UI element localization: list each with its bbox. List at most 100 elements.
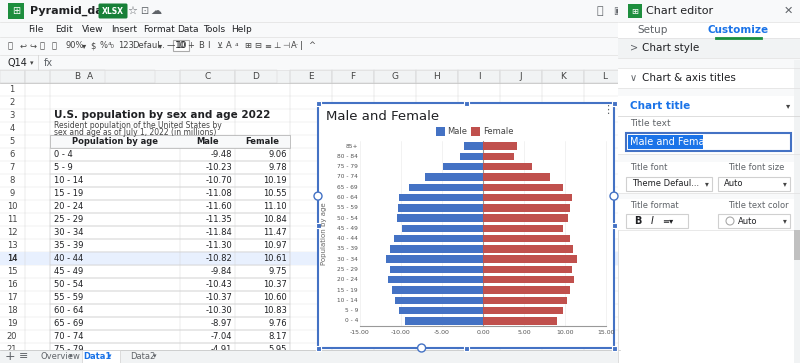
Text: 3: 3 (10, 111, 14, 120)
Text: Title format: Title format (630, 200, 678, 209)
Text: 5 - 9: 5 - 9 (345, 308, 358, 313)
Text: 35 - 39: 35 - 39 (337, 246, 358, 252)
Text: 60 - 64: 60 - 64 (338, 195, 358, 200)
Text: sex and age as of July 1, 2022 (in millions): sex and age as of July 1, 2022 (in milli… (54, 128, 216, 137)
Text: Title font size: Title font size (728, 163, 784, 172)
Text: 15: 15 (6, 267, 18, 276)
Text: -11.84: -11.84 (206, 228, 232, 237)
Text: 15 - 19: 15 - 19 (338, 287, 358, 293)
Bar (416, 70, 458, 83)
Bar (626, 70, 668, 83)
Text: -9.48: -9.48 (210, 150, 232, 159)
Text: Overview: Overview (40, 352, 80, 361)
Bar (410, 184, 483, 191)
Bar (0, 70, 25, 83)
Bar (483, 317, 558, 325)
Text: 14: 14 (6, 254, 18, 263)
Text: 50 - 54: 50 - 54 (337, 216, 358, 221)
Text: 75 - 79: 75 - 79 (54, 345, 83, 354)
Text: ▾: ▾ (158, 41, 162, 50)
Text: 9.75: 9.75 (269, 267, 287, 276)
Bar (794, 60, 800, 363)
Text: -11.60: -11.60 (206, 202, 232, 211)
Text: |: | (300, 41, 303, 50)
Text: 10.60: 10.60 (263, 293, 287, 302)
Text: ↪: ↪ (30, 41, 37, 50)
Text: ⊞: ⊞ (631, 7, 638, 16)
Text: File: File (28, 25, 43, 34)
Bar (290, 70, 332, 83)
Text: 75 - 79: 75 - 79 (337, 164, 358, 169)
Text: 50 - 54: 50 - 54 (54, 280, 83, 289)
Text: ☆: ☆ (127, 6, 137, 16)
Text: 55 - 59: 55 - 59 (54, 293, 83, 302)
Text: ▣: ▣ (614, 6, 622, 16)
Bar (618, 154, 800, 162)
Bar (628, 4, 642, 18)
Bar (618, 68, 800, 88)
Text: K: K (560, 72, 566, 81)
Bar (618, 130, 800, 154)
Bar (471, 127, 480, 136)
Text: ≡: ≡ (19, 351, 29, 362)
Circle shape (314, 192, 322, 200)
Text: ≡▾: ≡▾ (662, 216, 674, 225)
Text: ⊟: ⊟ (254, 41, 261, 50)
Text: Title text color: Title text color (728, 200, 789, 209)
Text: 10 - 14: 10 - 14 (338, 298, 358, 303)
Text: 11.10: 11.10 (263, 202, 287, 211)
Bar (0, 0, 800, 22)
Text: L: L (602, 72, 607, 81)
Text: 15 - 19: 15 - 19 (54, 189, 83, 198)
Bar (82, 350, 120, 363)
Bar (402, 225, 483, 232)
Text: Chart title: Chart title (630, 101, 690, 111)
Text: 3.83: 3.83 (268, 358, 287, 363)
Bar (398, 204, 483, 212)
Text: Auto: Auto (738, 216, 758, 225)
FancyBboxPatch shape (98, 4, 127, 19)
Bar (50, 213, 290, 226)
Text: 123: 123 (118, 41, 134, 50)
Bar (483, 266, 572, 273)
Text: ⊥: ⊥ (273, 41, 280, 50)
Text: 45 - 49: 45 - 49 (54, 267, 83, 276)
Bar (318, 103, 614, 348)
Bar (50, 135, 290, 148)
Text: 18: 18 (6, 306, 18, 315)
Text: Data: Data (177, 25, 198, 34)
Text: 80 - 84: 80 - 84 (54, 358, 83, 363)
Text: -10.30: -10.30 (206, 306, 232, 315)
Bar (483, 286, 570, 294)
Text: E: E (308, 72, 314, 81)
Text: 11: 11 (6, 215, 18, 224)
Text: Population by age: Population by age (321, 202, 327, 265)
Bar (0, 55, 620, 70)
Text: 19: 19 (6, 319, 18, 328)
Bar (483, 142, 518, 150)
Text: Title text: Title text (630, 118, 670, 127)
Text: ⊞: ⊞ (12, 6, 20, 16)
Text: -8.97: -8.97 (210, 319, 232, 328)
Text: 5: 5 (10, 137, 14, 146)
Bar (406, 317, 483, 325)
Text: 70 - 74: 70 - 74 (337, 175, 358, 179)
Text: 20: 20 (6, 332, 18, 341)
Text: 20 - 24: 20 - 24 (337, 277, 358, 282)
Text: 55 - 59: 55 - 59 (337, 205, 358, 210)
Bar (584, 70, 626, 83)
Bar (50, 291, 290, 304)
Bar (483, 245, 573, 253)
Text: 5.95: 5.95 (269, 345, 287, 354)
Text: 25 - 29: 25 - 29 (54, 215, 83, 224)
Text: A: A (87, 72, 93, 81)
Bar (628, 135, 703, 149)
Bar (618, 0, 800, 363)
Text: 9: 9 (10, 189, 14, 198)
Text: Format: Format (143, 25, 174, 34)
Text: ▾: ▾ (70, 354, 73, 359)
Bar (395, 297, 483, 304)
Bar (483, 256, 577, 263)
Text: 🖨: 🖨 (40, 41, 45, 50)
Text: 10: 10 (175, 41, 186, 50)
